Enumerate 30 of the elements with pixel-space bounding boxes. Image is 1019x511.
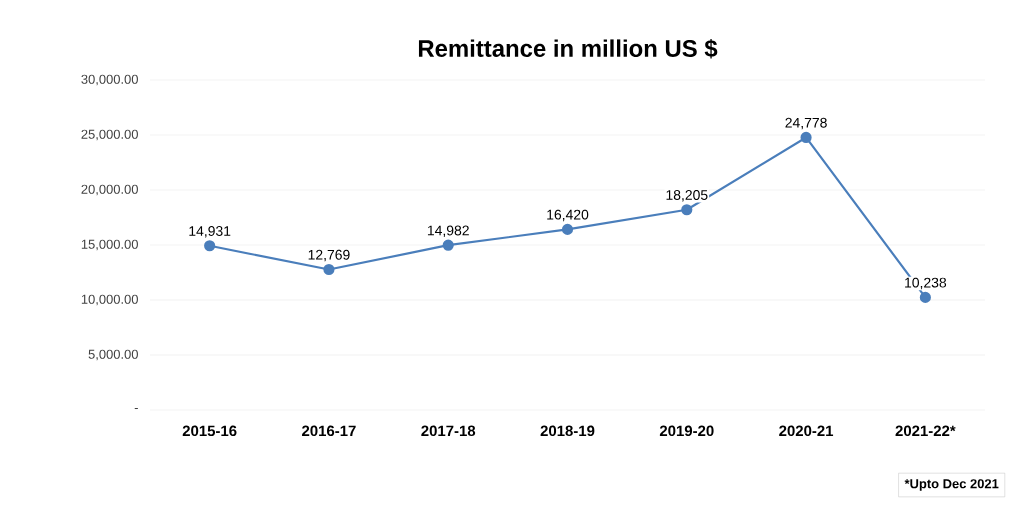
y-tick-label: 15,000.00 <box>81 239 138 251</box>
point <box>442 239 454 251</box>
x-tick-label: 2018-19 <box>540 425 595 437</box>
x-tick-label: 2020-21 <box>779 425 834 437</box>
y-tick-label: - <box>134 408 138 410</box>
x-tick-label: 2019-20 <box>659 425 714 437</box>
point <box>561 223 574 235</box>
x-tick-label: 2017-18 <box>421 425 476 437</box>
x-tick-label: 2016-17 <box>302 425 356 437</box>
y-tick-label: 25,000.00 <box>81 129 138 141</box>
text: *Upto Dec 2021 <box>904 479 999 491</box>
point <box>800 131 812 144</box>
data-label: 24,778 <box>785 117 827 130</box>
y-tick-label: 20,000.00 <box>81 184 138 196</box>
point <box>323 263 335 276</box>
chart-title: Remittance in million US $ <box>418 38 718 59</box>
x-tick-label: 2015-16 <box>182 425 237 437</box>
y-tick-label: 30,000.00 <box>81 74 138 86</box>
point <box>919 291 931 303</box>
y-tick-label: 10,000.00 <box>81 294 138 306</box>
data-label: 10,238 <box>905 277 947 290</box>
y-tick-label: 5,000.00 <box>88 349 138 361</box>
data-label: 12,769 <box>308 249 350 262</box>
data-label: 16,420 <box>547 209 589 222</box>
point <box>204 240 216 252</box>
point <box>681 204 693 216</box>
x-tick-label: 2021-22* <box>895 425 956 437</box>
data-label: 14,931 <box>189 226 231 238</box>
data-label: 14,982 <box>427 225 469 238</box>
data-label: 18,205 <box>666 190 708 202</box>
